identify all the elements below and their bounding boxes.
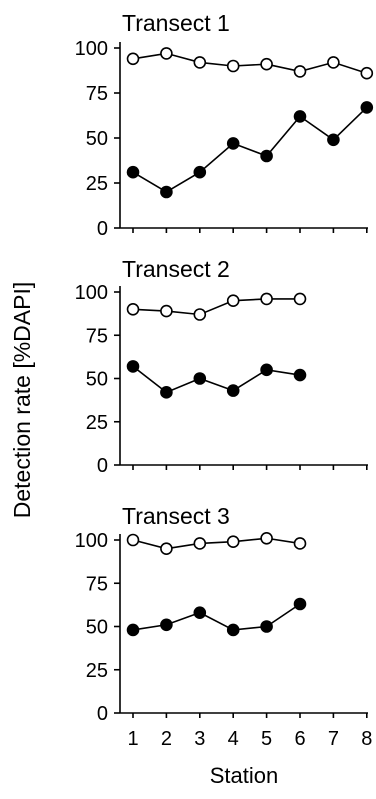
x-tick-label: 2 [161, 728, 172, 750]
data-point-open [360, 66, 374, 80]
series-line-filled [132, 603, 301, 631]
panel-title: Transect 3 [122, 503, 230, 529]
data-point-open [160, 47, 173, 60]
data-point-filled [260, 149, 273, 163]
data-point-open [226, 294, 240, 307]
series-line-open [132, 298, 300, 316]
data-point-filled [160, 618, 173, 632]
y-tick-label: 100 [75, 530, 108, 552]
y-tick-label: 25 [86, 412, 108, 434]
y-tick-label: 25 [86, 173, 108, 195]
y-axis-label: Detection rate [%DAPI] [9, 282, 35, 519]
data-point-filled [360, 101, 374, 114]
data-point-open [126, 533, 140, 547]
y-tick-label: 50 [86, 369, 108, 391]
data-point-open [293, 537, 307, 550]
panel-title: Transect 2 [122, 256, 230, 282]
data-point-open [226, 535, 240, 549]
data-point-filled [293, 597, 307, 611]
x-tick-label: 5 [261, 728, 272, 750]
data-point-filled [226, 137, 240, 150]
y-tick-label: 0 [97, 703, 108, 725]
y-tick-label: 100 [75, 38, 108, 60]
panel-transect-2: Transect 2 0 25 50 75 100 [75, 256, 368, 477]
data-point-open [126, 52, 140, 66]
y-tick-label: 0 [97, 455, 108, 477]
data-point-open [327, 56, 340, 69]
data-point-open [160, 542, 173, 555]
data-point-open [293, 292, 307, 306]
data-point-open [260, 57, 273, 71]
data-point-filled [193, 165, 207, 179]
x-tick-label: 6 [294, 728, 305, 750]
y-tick-label: 25 [86, 660, 108, 682]
data-point-filled [160, 185, 173, 199]
x-tick-label: 3 [194, 728, 205, 750]
y-tick-label: 75 [86, 573, 108, 595]
y-tick-label: 50 [86, 617, 108, 639]
data-point-open [193, 537, 207, 550]
data-point-filled [193, 606, 207, 619]
data-point-filled [226, 623, 240, 637]
data-point-filled [260, 620, 273, 633]
x-tick-label: 1 [127, 728, 138, 750]
data-point-filled [293, 368, 307, 382]
data-point-open [260, 531, 273, 545]
data-point-open [193, 56, 207, 69]
data-point-open [293, 65, 307, 78]
data-point-open [226, 59, 240, 73]
y-tick-label: 75 [86, 83, 108, 105]
panel-title: Transect 1 [122, 10, 230, 36]
data-point-filled [193, 372, 207, 385]
data-point-filled [226, 384, 240, 397]
x-axis-label: Station [210, 763, 279, 788]
data-point-open [260, 292, 273, 306]
y-tick-label: 75 [86, 325, 108, 347]
data-point-filled [327, 133, 340, 147]
y-tick-label: 50 [86, 128, 108, 150]
panel-transect-1: Transect 1 0 25 50 75 100 [75, 10, 374, 240]
x-tick-label: 4 [228, 728, 239, 750]
series-line-filled [132, 365, 301, 394]
data-point-open [160, 304, 173, 318]
panel-transect-3: Transect 3 0 25 50 75 100 1 2 3 4 5 6 7 8 [75, 503, 373, 750]
series-line-filled [132, 106, 368, 193]
y-tick-label: 0 [97, 218, 108, 240]
x-tick-label: 7 [328, 728, 339, 750]
data-point-filled [126, 165, 140, 179]
data-point-filled [160, 386, 173, 399]
data-point-filled [260, 363, 273, 377]
y-tick-label: 100 [75, 282, 108, 304]
data-point-filled [126, 360, 140, 373]
data-point-open [193, 308, 207, 321]
data-point-open [126, 302, 140, 316]
series-line-open [132, 537, 301, 550]
data-point-filled [293, 110, 307, 123]
x-tick-label: 8 [361, 728, 372, 750]
data-point-filled [126, 623, 140, 637]
